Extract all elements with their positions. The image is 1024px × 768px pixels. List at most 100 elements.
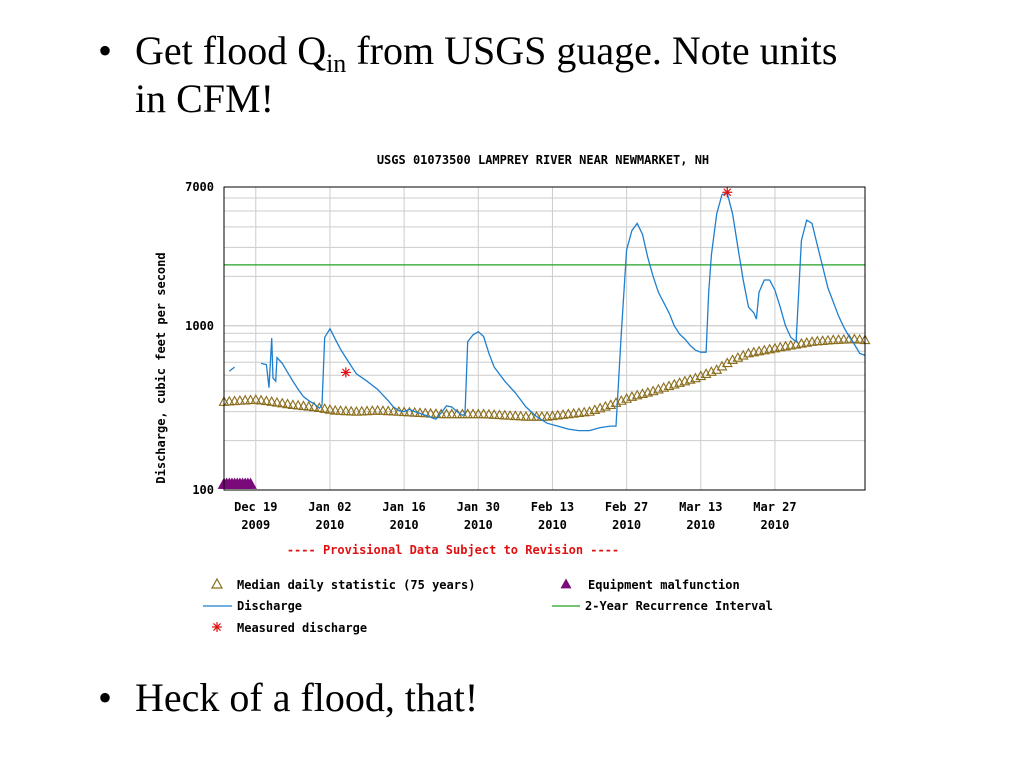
median-marker <box>340 405 352 416</box>
legend-median-label: Median daily statistic (75 years) <box>237 578 475 592</box>
median-marker <box>711 364 723 374</box>
measured-discharge-points <box>340 187 733 378</box>
x-tick-label: Feb 13 <box>531 500 574 514</box>
x-tick-label-year: 2010 <box>315 518 344 532</box>
median-marker <box>441 408 452 419</box>
plot-frame <box>223 186 866 491</box>
legend-equipment-label: Equipment malfunction <box>588 578 740 592</box>
x-tick-label-year: 2010 <box>612 518 641 532</box>
median-marker <box>372 404 384 415</box>
bullet-1-text-post: from USGS guage. Note units <box>346 28 838 73</box>
median-marker <box>478 408 490 419</box>
median-marker <box>377 405 389 415</box>
median-marker <box>298 400 309 411</box>
x-tick-label: Mar 13 <box>679 500 722 514</box>
median-marker <box>345 405 357 416</box>
x-tick-labels: Dec 19 2009 Jan 02 2010 Jan 16 2010 Jan 30 2010… <box>234 500 797 532</box>
median-marker <box>848 333 860 344</box>
y-tick-label: 7000 <box>185 180 214 194</box>
median-marker <box>854 333 866 344</box>
legend-median-symbol <box>210 577 224 589</box>
median-marker <box>282 398 294 409</box>
y-tick-label: 1000 <box>185 319 214 333</box>
median-marker <box>430 408 442 418</box>
bullet-1-text-pre: Get flood Q <box>135 28 327 73</box>
legend-measured-label: Measured discharge <box>237 621 367 635</box>
x-tick-label-year: 2010 <box>760 518 789 532</box>
median-marker <box>509 410 521 421</box>
median-marker <box>292 399 304 410</box>
median-marker <box>313 402 325 413</box>
median-marker <box>287 399 299 409</box>
bullet-1-text-line2: in CFM! <box>135 76 274 121</box>
legend-discharge-label: Discharge <box>237 599 302 613</box>
median-marker <box>716 360 728 371</box>
x-tick-label-year: 2010 <box>538 518 567 532</box>
legend: Median daily statistic (75 years) Equipm… <box>203 577 773 635</box>
x-tick-label: Feb 27 <box>605 500 648 514</box>
equipment-malfunction-marker <box>244 477 257 489</box>
median-marker <box>351 406 362 416</box>
legend-recurrence-label: 2-Year Recurrence Interval <box>585 599 773 613</box>
usgs-hydrograph: USGS 01073500 LAMPREY RIVER NEAR NEWMARK… <box>150 150 880 640</box>
median-marker <box>531 410 542 421</box>
chart-title: USGS 01073500 LAMPREY RIVER NEAR NEWMARK… <box>377 153 709 167</box>
median-marker <box>472 408 484 419</box>
provisional-note: ---- Provisional Data Subject to Revisio… <box>287 543 619 557</box>
median-marker <box>266 396 278 406</box>
median-marker <box>388 405 399 416</box>
x-tick-label-year: 2010 <box>686 518 715 532</box>
x-tick-label-year: 2009 <box>241 518 270 532</box>
median-marker <box>335 405 346 415</box>
bullet-1-subscript: in <box>326 49 347 78</box>
bullet-1-text: Get flood Qin from USGS guage. Note unit… <box>135 27 837 123</box>
median-marker <box>504 409 516 420</box>
median-marker <box>838 333 850 344</box>
measured-star-stroke <box>723 188 732 197</box>
median-marker <box>515 410 527 421</box>
x-tick-label: Jan 30 <box>457 500 500 514</box>
median-marker <box>324 403 336 414</box>
legend-equipment-symbol <box>560 578 572 589</box>
legend-measured-symbol <box>212 622 222 632</box>
x-tick-label-year: 2010 <box>464 518 493 532</box>
median-marker <box>308 401 320 412</box>
median-marker <box>483 408 495 419</box>
median-marker <box>419 407 431 418</box>
median-series <box>218 333 871 421</box>
median-marker <box>435 408 447 419</box>
median-marker <box>356 405 368 416</box>
x-tick-label: Mar 27 <box>753 500 796 514</box>
median-marker <box>525 410 537 421</box>
bullet-2-text: Heck of a flood, that! <box>135 675 479 720</box>
x-tick-label: Jan 02 <box>308 500 351 514</box>
measured-discharge-point <box>340 367 351 378</box>
bullet-dot: • <box>98 675 113 720</box>
median-marker <box>494 409 505 420</box>
median-marker <box>260 395 272 406</box>
median-marker <box>250 394 262 404</box>
discharge-series-line <box>228 192 866 432</box>
median-marker <box>366 405 378 415</box>
median-marker <box>488 409 500 419</box>
median-marker <box>382 405 394 416</box>
median-marker <box>499 409 511 420</box>
median-marker <box>361 405 373 416</box>
measured-star-stroke <box>341 368 350 377</box>
median-marker <box>721 357 733 368</box>
median-marker <box>319 403 331 413</box>
y-tick-labels: 7000 1000 100 <box>185 180 214 497</box>
equipment-malfunction-markers <box>217 477 257 489</box>
y-axis-label: Discharge, cubic feet per second <box>154 252 168 483</box>
measured-discharge-point <box>722 187 733 198</box>
y-tick-label: 100 <box>192 483 214 497</box>
median-marker <box>271 396 283 407</box>
x-tick-label-year: 2010 <box>390 518 419 532</box>
median-marker <box>833 334 844 344</box>
measured-star-stroke <box>213 623 221 631</box>
bullet-point-1: • Get flood Qin from USGS guage. Note un… <box>98 27 998 127</box>
median-marker <box>403 406 415 417</box>
x-tick-label: Dec 19 <box>234 500 277 514</box>
median-marker <box>303 400 315 411</box>
x-tick-label: Jan 16 <box>382 500 425 514</box>
